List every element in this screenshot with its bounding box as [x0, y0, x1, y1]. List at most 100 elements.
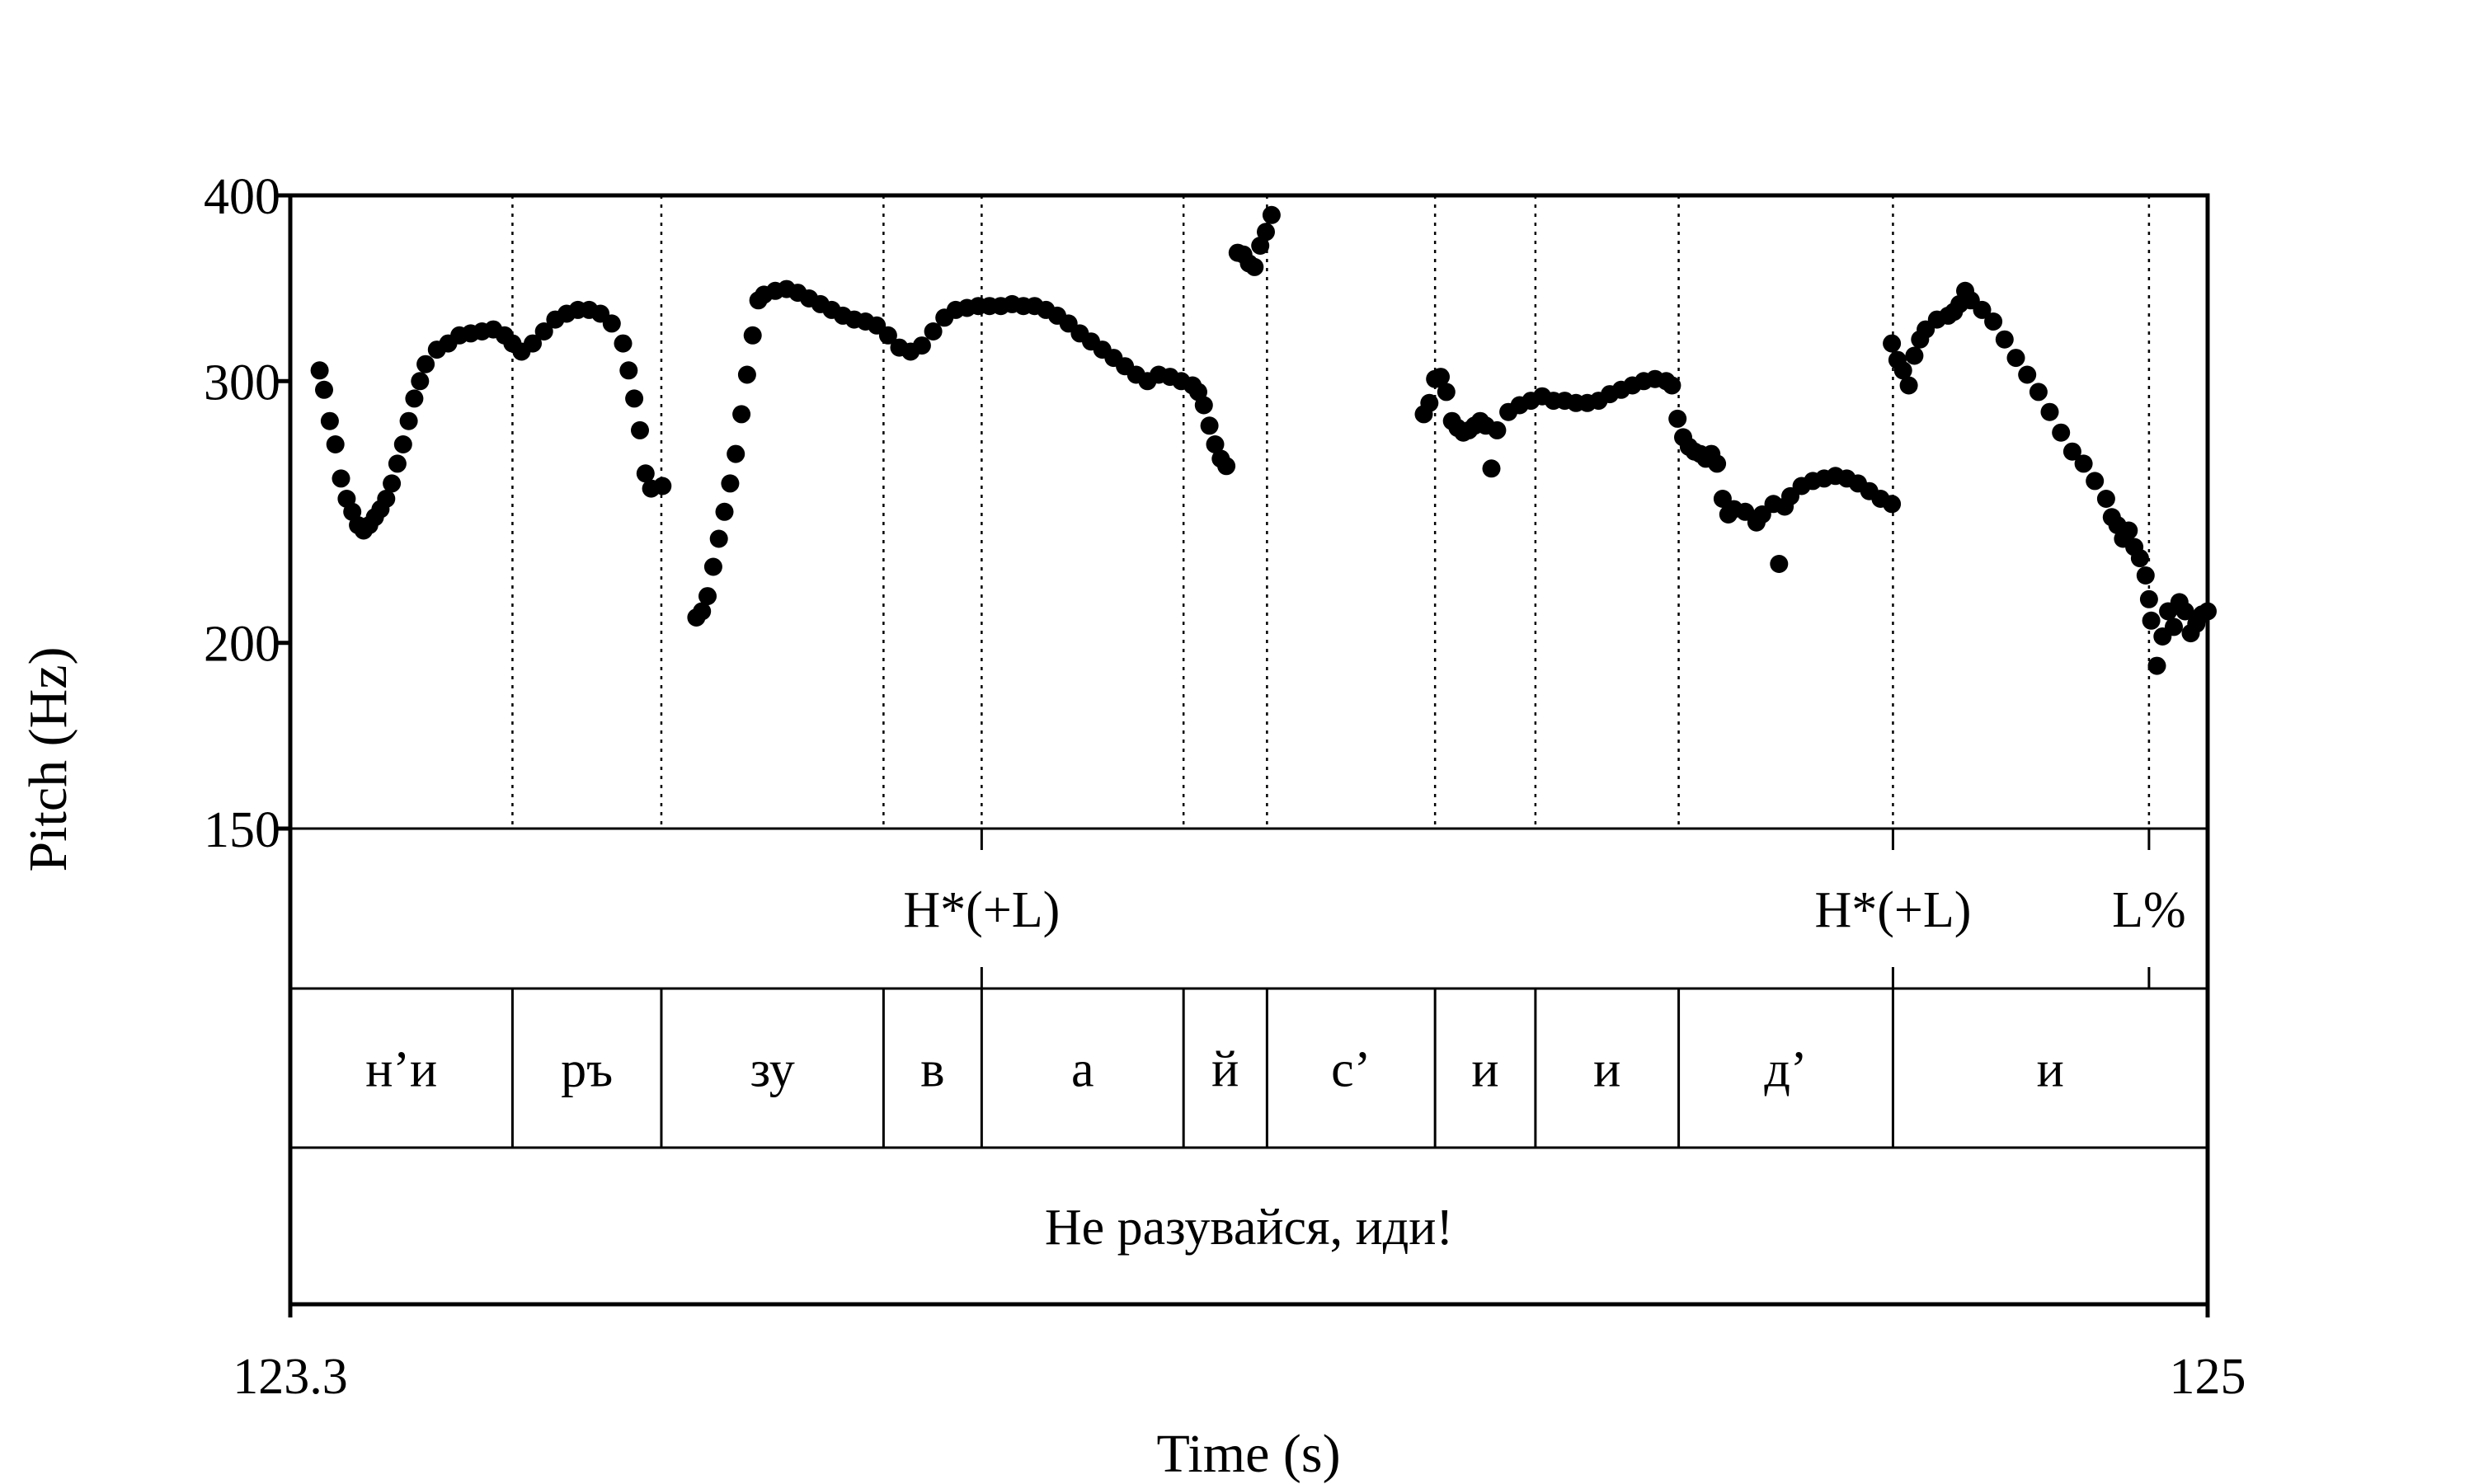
y-axis: 150 200 300 400 — [204, 169, 290, 858]
syllable-label-2: зу — [750, 1042, 795, 1098]
y-tick-label-1: 200 — [204, 617, 280, 673]
pitch-point-1-27 — [924, 322, 943, 340]
pitch-point-4-24 — [2096, 490, 2115, 508]
pitch-point-0-3 — [326, 435, 345, 453]
pitch-points — [310, 205, 2217, 675]
syllable-label-4: а — [1071, 1042, 1094, 1098]
tone-label-2: L% — [2112, 882, 2186, 938]
pitch-point-0-1 — [315, 380, 333, 399]
pitch-point-4-18 — [2029, 383, 2048, 402]
pitch-point-1-26 — [912, 336, 931, 355]
pitch-point-1-10 — [743, 326, 762, 345]
pitch-point-0-13 — [383, 474, 402, 493]
pitch-point-4-31 — [2136, 566, 2155, 585]
pitch-point-1-56 — [1217, 457, 1236, 476]
pitch-point-4-4 — [1905, 346, 1924, 365]
pitch-point-0-39 — [625, 389, 644, 408]
pitch-point-3-1 — [1420, 393, 1439, 412]
pitch-point-4-0 — [1883, 334, 1902, 353]
pitch-point-0-40 — [631, 420, 649, 439]
syllable-label-3: в — [920, 1042, 944, 1098]
pitch-point-1-23 — [878, 326, 897, 345]
pitch-point-3-56 — [1883, 495, 1902, 514]
sentence-label: Не разувайся, иди! — [1045, 1200, 1453, 1256]
y-tick-label-0: 150 — [204, 802, 280, 858]
syllable-label-1: ръ — [561, 1042, 613, 1098]
pitch-point-4-39 — [2175, 602, 2194, 621]
pitch-point-1-6 — [721, 474, 740, 493]
pitch-point-2-4 — [1251, 237, 1270, 255]
tone-label-1: H*(+L) — [1814, 882, 1971, 938]
pitch-point-1-2 — [698, 587, 717, 606]
pitch-point-3-45 — [1770, 555, 1789, 573]
y-tick-label-3: 400 — [204, 169, 280, 225]
pitch-point-0-19 — [416, 355, 435, 373]
pitch-point-1-4 — [709, 529, 728, 548]
pitch-point-0-2 — [320, 411, 339, 430]
y-tick-label-2: 300 — [204, 355, 280, 411]
pitch-point-3-30 — [1668, 409, 1687, 428]
pitch-point-0-30 — [534, 322, 553, 340]
pitch-point-4-19 — [2040, 402, 2059, 421]
pitch-point-4-33 — [2142, 611, 2161, 630]
pitch-point-4-28 — [2119, 521, 2138, 540]
pitch-point-4-20 — [2052, 423, 2071, 442]
pitch-point-1-9 — [737, 365, 756, 384]
pitch-point-3-12 — [1482, 459, 1501, 478]
x-tick-label-start: 123.3 — [233, 1349, 348, 1405]
syllable-label-0: н’и — [365, 1042, 437, 1098]
pitch-point-2-5 — [1257, 223, 1275, 242]
pitch-point-4-3 — [1899, 376, 1918, 395]
pitch-point-0-29 — [524, 334, 542, 353]
pitch-point-4-37 — [2165, 618, 2183, 636]
x-axis-label: Time (s) — [1156, 1424, 1340, 1484]
pitch-point-4-30 — [2130, 549, 2149, 568]
pitch-point-2-3 — [1245, 257, 1264, 276]
y-axis-label: Pitch (Hz) — [18, 646, 78, 871]
pitch-point-3-4 — [1437, 383, 1456, 402]
pitch-point-0-0 — [310, 361, 329, 380]
x-tick-label-end: 125 — [2170, 1349, 2246, 1405]
pitch-point-4-16 — [2006, 349, 2025, 368]
pitch-point-1-52 — [1194, 396, 1213, 415]
pitch-point-0-15 — [393, 435, 412, 453]
pitch-point-1-54 — [1206, 435, 1225, 453]
pitch-point-4-2 — [1893, 361, 1912, 380]
segment-boundaries — [511, 195, 2151, 829]
syllable-label-8: и — [1593, 1042, 1620, 1098]
pitch-point-1-8 — [732, 405, 751, 424]
syllable-label-10: и — [2037, 1042, 2064, 1098]
pitch-point-4-23 — [2086, 472, 2105, 491]
pitch-point-0-4 — [332, 469, 350, 488]
pitch-point-4-17 — [2018, 365, 2037, 384]
pitch-point-4-32 — [2139, 589, 2158, 608]
pitch-point-3-3 — [1432, 368, 1450, 387]
plot-border — [288, 193, 2210, 1307]
pitch-point-4-14 — [1984, 312, 2003, 331]
pitch-point-3-13 — [1488, 420, 1507, 439]
pitch-point-1-5 — [715, 502, 734, 521]
chart-frame — [288, 193, 2210, 1307]
pitch-point-4-21 — [2062, 442, 2081, 461]
pitch-point-1-3 — [703, 557, 722, 576]
tone-label-0: H*(+L) — [903, 882, 1060, 938]
syllable-label-6: с’ — [1331, 1042, 1371, 1098]
pitch-point-1-53 — [1200, 416, 1219, 435]
syllable-label-7: и — [1471, 1042, 1498, 1098]
annotation-tiers: H*(+L) H*(+L) L% н’и ръ зу в а й с’ и и д’ и Не разува… — [365, 829, 2186, 1256]
pitch-point-4-15 — [1995, 330, 2014, 349]
pitch-point-0-17 — [405, 389, 424, 408]
pitch-point-1-7 — [727, 444, 745, 463]
syllable-label-5: й — [1211, 1042, 1239, 1098]
x-axis: 123.3 125 Time (s) — [233, 1304, 2246, 1484]
pitch-point-3-37 — [1708, 454, 1727, 473]
pitch-point-4-34 — [2147, 656, 2166, 675]
pitch-point-4-13 — [1973, 300, 1992, 319]
pitch-point-4-22 — [2074, 454, 2093, 473]
pitch-point-3-29 — [1663, 376, 1681, 395]
pitch-point-0-18 — [411, 372, 430, 391]
syllable-label-9: д’ — [1764, 1042, 1807, 1098]
pitch-point-0-12 — [377, 490, 396, 508]
pitch-point-2-6 — [1262, 205, 1281, 224]
